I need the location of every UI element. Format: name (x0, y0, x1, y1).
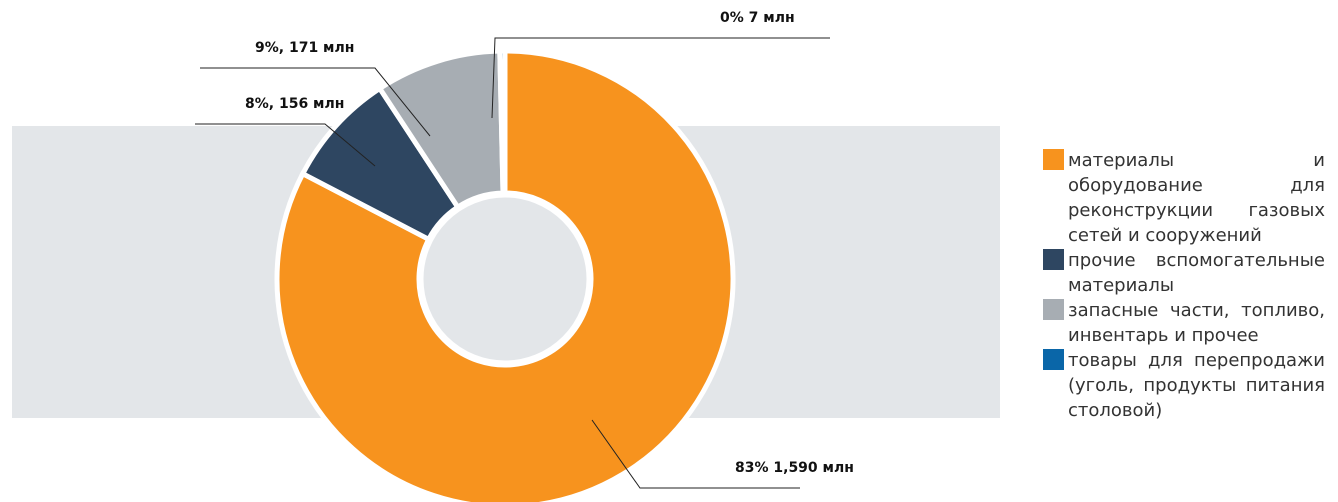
legend-label: товары для перепродажи (уголь, продукты … (1068, 350, 1325, 421)
legend-label: материалы и оборудование для реконструкц… (1068, 150, 1325, 246)
leader-line (491, 37, 830, 119)
legend: материалы и оборудование для реконструкц… (1043, 148, 1325, 423)
leader-line (200, 67, 431, 137)
legend-swatch (1043, 149, 1064, 170)
legend-swatch (1043, 349, 1064, 370)
legend-swatch (1043, 299, 1064, 320)
legend-swatch (1043, 249, 1064, 270)
leader-line (195, 123, 376, 167)
slice (497, 48, 508, 196)
legend-item: товары для перепродажи (уголь, продукты … (1043, 348, 1325, 423)
data-label: 9%, 171 млн (255, 40, 354, 56)
data-label: 8%, 156 млн (245, 96, 344, 112)
legend-item: запасные части, топливо, инвентарь и про… (1043, 298, 1325, 348)
legend-label: прочие вспомогательные материалы (1068, 250, 1325, 296)
data-label: 83% 1,590 млн (735, 460, 854, 476)
leader-line (591, 419, 800, 489)
data-label: 0% 7 млн (720, 10, 795, 26)
legend-item: материалы и оборудование для реконструкц… (1043, 148, 1325, 248)
legend-label: запасные части, топливо, инвентарь и про… (1068, 300, 1325, 346)
legend-item: прочие вспомогательные материалы (1043, 248, 1325, 298)
donut-hole (418, 192, 592, 366)
